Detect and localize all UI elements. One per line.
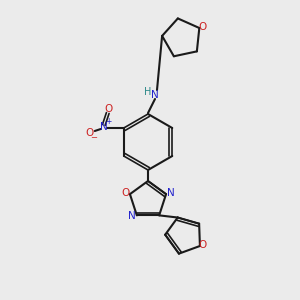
Text: O: O [198, 22, 206, 32]
Text: N: N [151, 90, 159, 100]
Text: N: N [128, 212, 136, 221]
Text: O: O [122, 188, 130, 198]
Text: +: + [106, 118, 112, 127]
Text: H: H [144, 87, 152, 97]
Text: O: O [85, 128, 94, 138]
Text: N: N [167, 188, 175, 198]
Text: O: O [105, 104, 113, 114]
Text: −: − [90, 134, 97, 142]
Text: O: O [199, 240, 207, 250]
Text: N: N [100, 122, 108, 132]
